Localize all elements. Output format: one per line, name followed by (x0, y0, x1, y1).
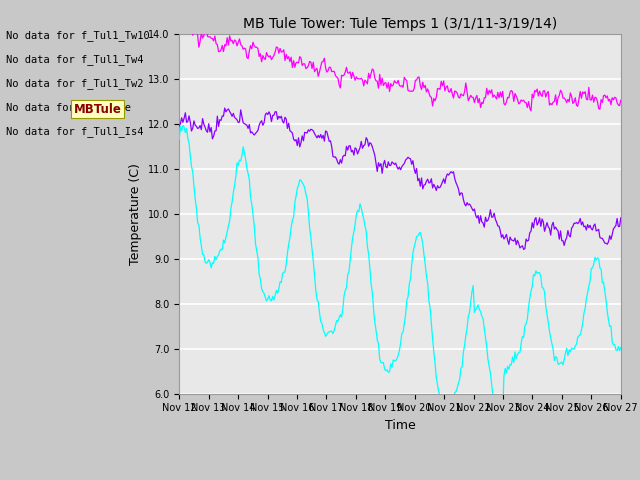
Text: No data for f_Tul1_Tw4: No data for f_Tul1_Tw4 (6, 54, 144, 65)
Y-axis label: Temperature (C): Temperature (C) (129, 163, 143, 264)
Text: No data for f_MBTule: No data for f_MBTule (6, 102, 131, 113)
Text: MBTule: MBTule (74, 103, 122, 116)
Title: MB Tule Tower: Tule Temps 1 (3/1/11-3/19/14): MB Tule Tower: Tule Temps 1 (3/1/11-3/19… (243, 17, 557, 31)
Text: No data for f_Tul1_Tw2: No data for f_Tul1_Tw2 (6, 78, 144, 89)
X-axis label: Time: Time (385, 419, 415, 432)
Text: No data for f_Tul1_Is4: No data for f_Tul1_Is4 (6, 126, 144, 137)
Text: No data for f_Tul1_Tw10: No data for f_Tul1_Tw10 (6, 30, 150, 41)
Legend: Tul1_Ts-8cm, Tul1_Ts-16cm, Tul1_Ts-32cm: Tul1_Ts-8cm, Tul1_Ts-16cm, Tul1_Ts-32cm (217, 476, 583, 480)
